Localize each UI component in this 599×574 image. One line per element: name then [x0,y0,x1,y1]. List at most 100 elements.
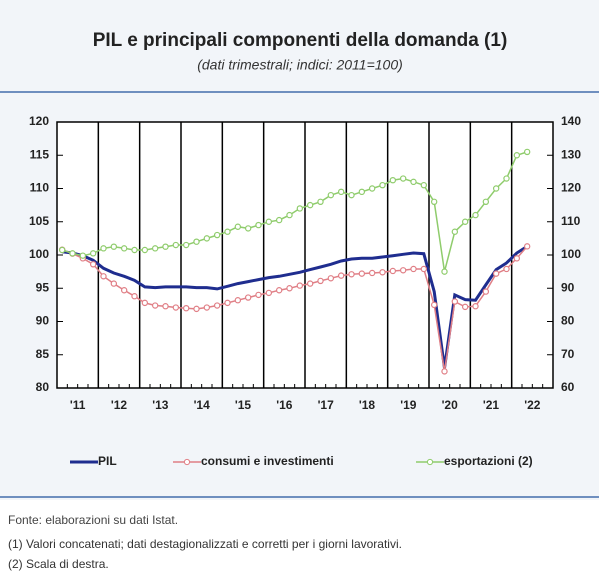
x-tick-label: '18 [359,398,376,412]
point [224,299,231,307]
point [69,250,76,257]
y-tick-label: 110 [30,181,50,195]
point [348,271,355,278]
point [296,205,304,212]
point [265,289,273,297]
point [327,191,335,199]
point [182,241,190,249]
point [234,297,242,304]
point [79,252,87,259]
point [58,246,66,254]
point [100,245,107,252]
x-tick-label: '16 [276,398,293,412]
y2-tick-label: 90 [561,280,575,294]
point [306,201,314,209]
point [120,287,128,294]
point [410,178,417,186]
series-line [61,245,528,372]
point [348,191,355,199]
point [296,282,304,289]
point [410,265,417,273]
note: (1) Valori concatenati; dati destagional… [8,537,402,551]
point [472,211,479,219]
chart-title: PIL e principali componenti della domand… [93,30,508,51]
point [162,303,169,310]
point [492,270,500,277]
note: (2) Scala di destra. [8,557,109,571]
point [513,152,521,159]
point [441,268,448,275]
y-tick-label: 95 [36,280,50,294]
note: Fonte: elaborazioni su dati Istat. [8,513,178,527]
point [244,294,252,301]
y2-tick-label: 70 [561,347,575,361]
point [317,198,324,205]
point [110,243,118,250]
point [131,246,138,254]
y2-tick-label: 140 [561,114,581,128]
y2-tick-label: 130 [561,147,581,161]
point [141,299,149,307]
point [255,221,262,229]
y-tick-label: 100 [29,247,49,261]
x-tick-label: '11 [70,398,86,412]
point [358,270,366,277]
point [420,181,428,189]
x-tick-label: '17 [318,398,335,412]
legend-marker [426,458,434,466]
point [503,175,510,182]
y-tick-label: 85 [36,347,50,361]
point [523,148,531,156]
legend-marker [183,458,191,466]
point [379,181,386,189]
point [368,185,376,192]
point [203,304,211,311]
point [110,280,118,287]
y2-tick-label: 120 [561,181,581,195]
series-line [61,151,528,272]
point [306,280,314,287]
x-tick-label: '12 [111,398,128,412]
y-tick-label: 120 [29,114,49,128]
point [193,305,200,313]
point [275,287,283,294]
point [513,255,521,262]
x-tick-label: '20 [442,398,459,412]
point [461,303,469,311]
x-tick-label: '13 [152,398,169,412]
point [265,218,273,225]
x-tick-label: '15 [235,398,252,412]
y-tick-label: 105 [29,214,49,228]
y-tick-label: 80 [36,380,50,394]
point [451,298,459,305]
point [162,243,169,250]
point [451,228,459,235]
x-tick-label: '22 [524,398,541,412]
y2-tick-label: 110 [561,214,581,228]
point [389,176,397,184]
point [203,235,211,242]
x-tick-label: '21 [483,398,500,412]
point [234,223,242,230]
point [523,243,531,250]
y2-tick-label: 60 [561,380,575,394]
point [430,301,438,309]
point [492,185,500,192]
y-tick-label: 90 [36,314,50,328]
point [461,218,469,225]
point [472,303,479,310]
point [482,288,490,295]
point [441,368,448,375]
point [89,261,97,268]
point [100,273,107,280]
point [379,269,386,276]
point [337,188,345,196]
point [286,211,293,219]
point [317,277,324,285]
point [368,269,376,277]
x-tick-label: '19 [400,398,417,412]
point [430,198,438,205]
point [286,285,293,292]
